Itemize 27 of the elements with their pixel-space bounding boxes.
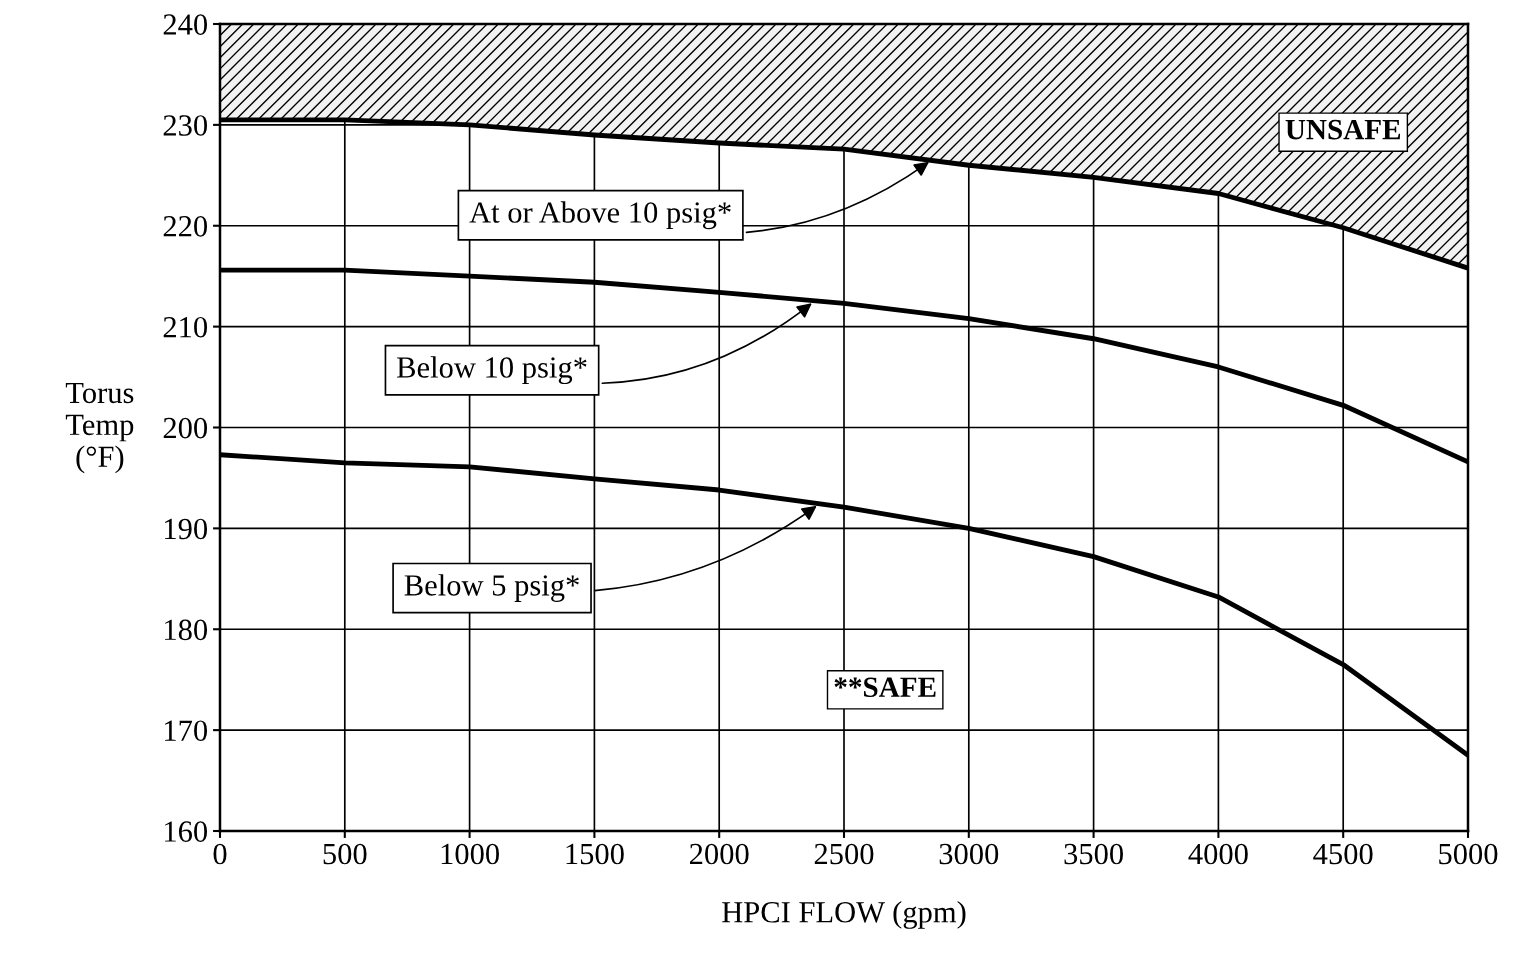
y-tick-label: 230 [163,115,208,136]
y-axis-title: Torus Temp (°F) [65,382,134,474]
y-tick-label: 180 [165,619,208,641]
x-tick-label: 3500 [1064,843,1123,865]
x-tick-label: 2500 [814,843,874,865]
x-tick-label: 1000 [441,843,499,865]
annotation: Below 5 psig* [404,574,579,602]
x-tick-label: 4000 [1188,843,1248,865]
annotation: Below 10 psig* [397,356,587,385]
x-tick-label: 0 [213,843,227,865]
x-tick-label: 2000 [689,843,749,865]
y-tick-label: 170 [165,720,208,742]
annotation: At or Above 10 psig* [469,201,731,230]
y-tick-label: 220 [163,216,208,237]
x-tick-label: 3000 [939,843,999,865]
x-tick-label: 4500 [1313,843,1373,865]
x-axis-title: HPCI FLOW (gpm) [722,901,966,929]
x-tick-label: 500 [323,843,367,865]
y-tick-label: 240 [163,14,208,35]
y-tick-label: 160 [165,821,208,842]
y-tick-label: 190 [165,518,208,540]
annotation: UNSAFE [1285,119,1401,140]
x-tick-label: 5000 [1439,843,1498,865]
y-tick-label: 210 [163,316,208,338]
annotation: **SAFE [834,677,936,698]
x-tick-label: 1500 [566,843,624,865]
y-tick-label: 200 [163,417,208,439]
